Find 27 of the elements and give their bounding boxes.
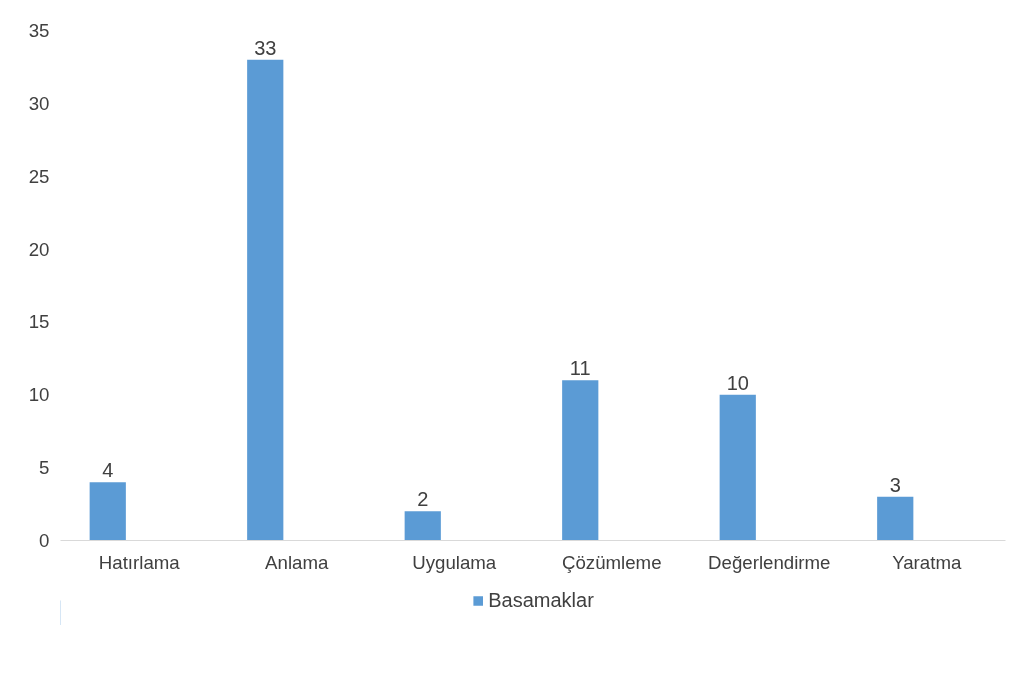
x-tick-label: Hatırlama <box>98 551 181 573</box>
y-tick-label: 5 <box>39 457 50 479</box>
y-tick-label: 15 <box>28 311 50 333</box>
bar <box>719 394 756 541</box>
x-tick-label: Değerlendirme <box>708 551 831 573</box>
data-label: 2 <box>417 488 429 511</box>
bar <box>247 59 284 541</box>
y-tick-label: 35 <box>28 20 50 41</box>
bar <box>877 496 914 541</box>
legend-label: Basamaklar <box>488 588 594 612</box>
data-label: 4 <box>102 459 114 482</box>
x-tick-label: Anlama <box>265 551 329 573</box>
data-label: 11 <box>569 357 591 380</box>
data-label: 3 <box>889 473 901 496</box>
x-tick-label: Çözümleme <box>561 551 662 573</box>
y-tick-label: 25 <box>28 165 50 187</box>
x-tick-label: Uygulama <box>412 551 497 573</box>
y-tick-label: 30 <box>28 92 50 114</box>
y-tick-label: 0 <box>39 530 50 551</box>
bar <box>404 511 441 541</box>
data-label: 33 <box>254 36 277 59</box>
x-tick-label: Yaratma <box>892 551 962 573</box>
y-tick-label: 20 <box>28 238 50 260</box>
bar <box>562 380 599 541</box>
data-label: 10 <box>726 371 749 394</box>
y-tick-label: 10 <box>28 384 50 406</box>
bar <box>89 482 126 541</box>
